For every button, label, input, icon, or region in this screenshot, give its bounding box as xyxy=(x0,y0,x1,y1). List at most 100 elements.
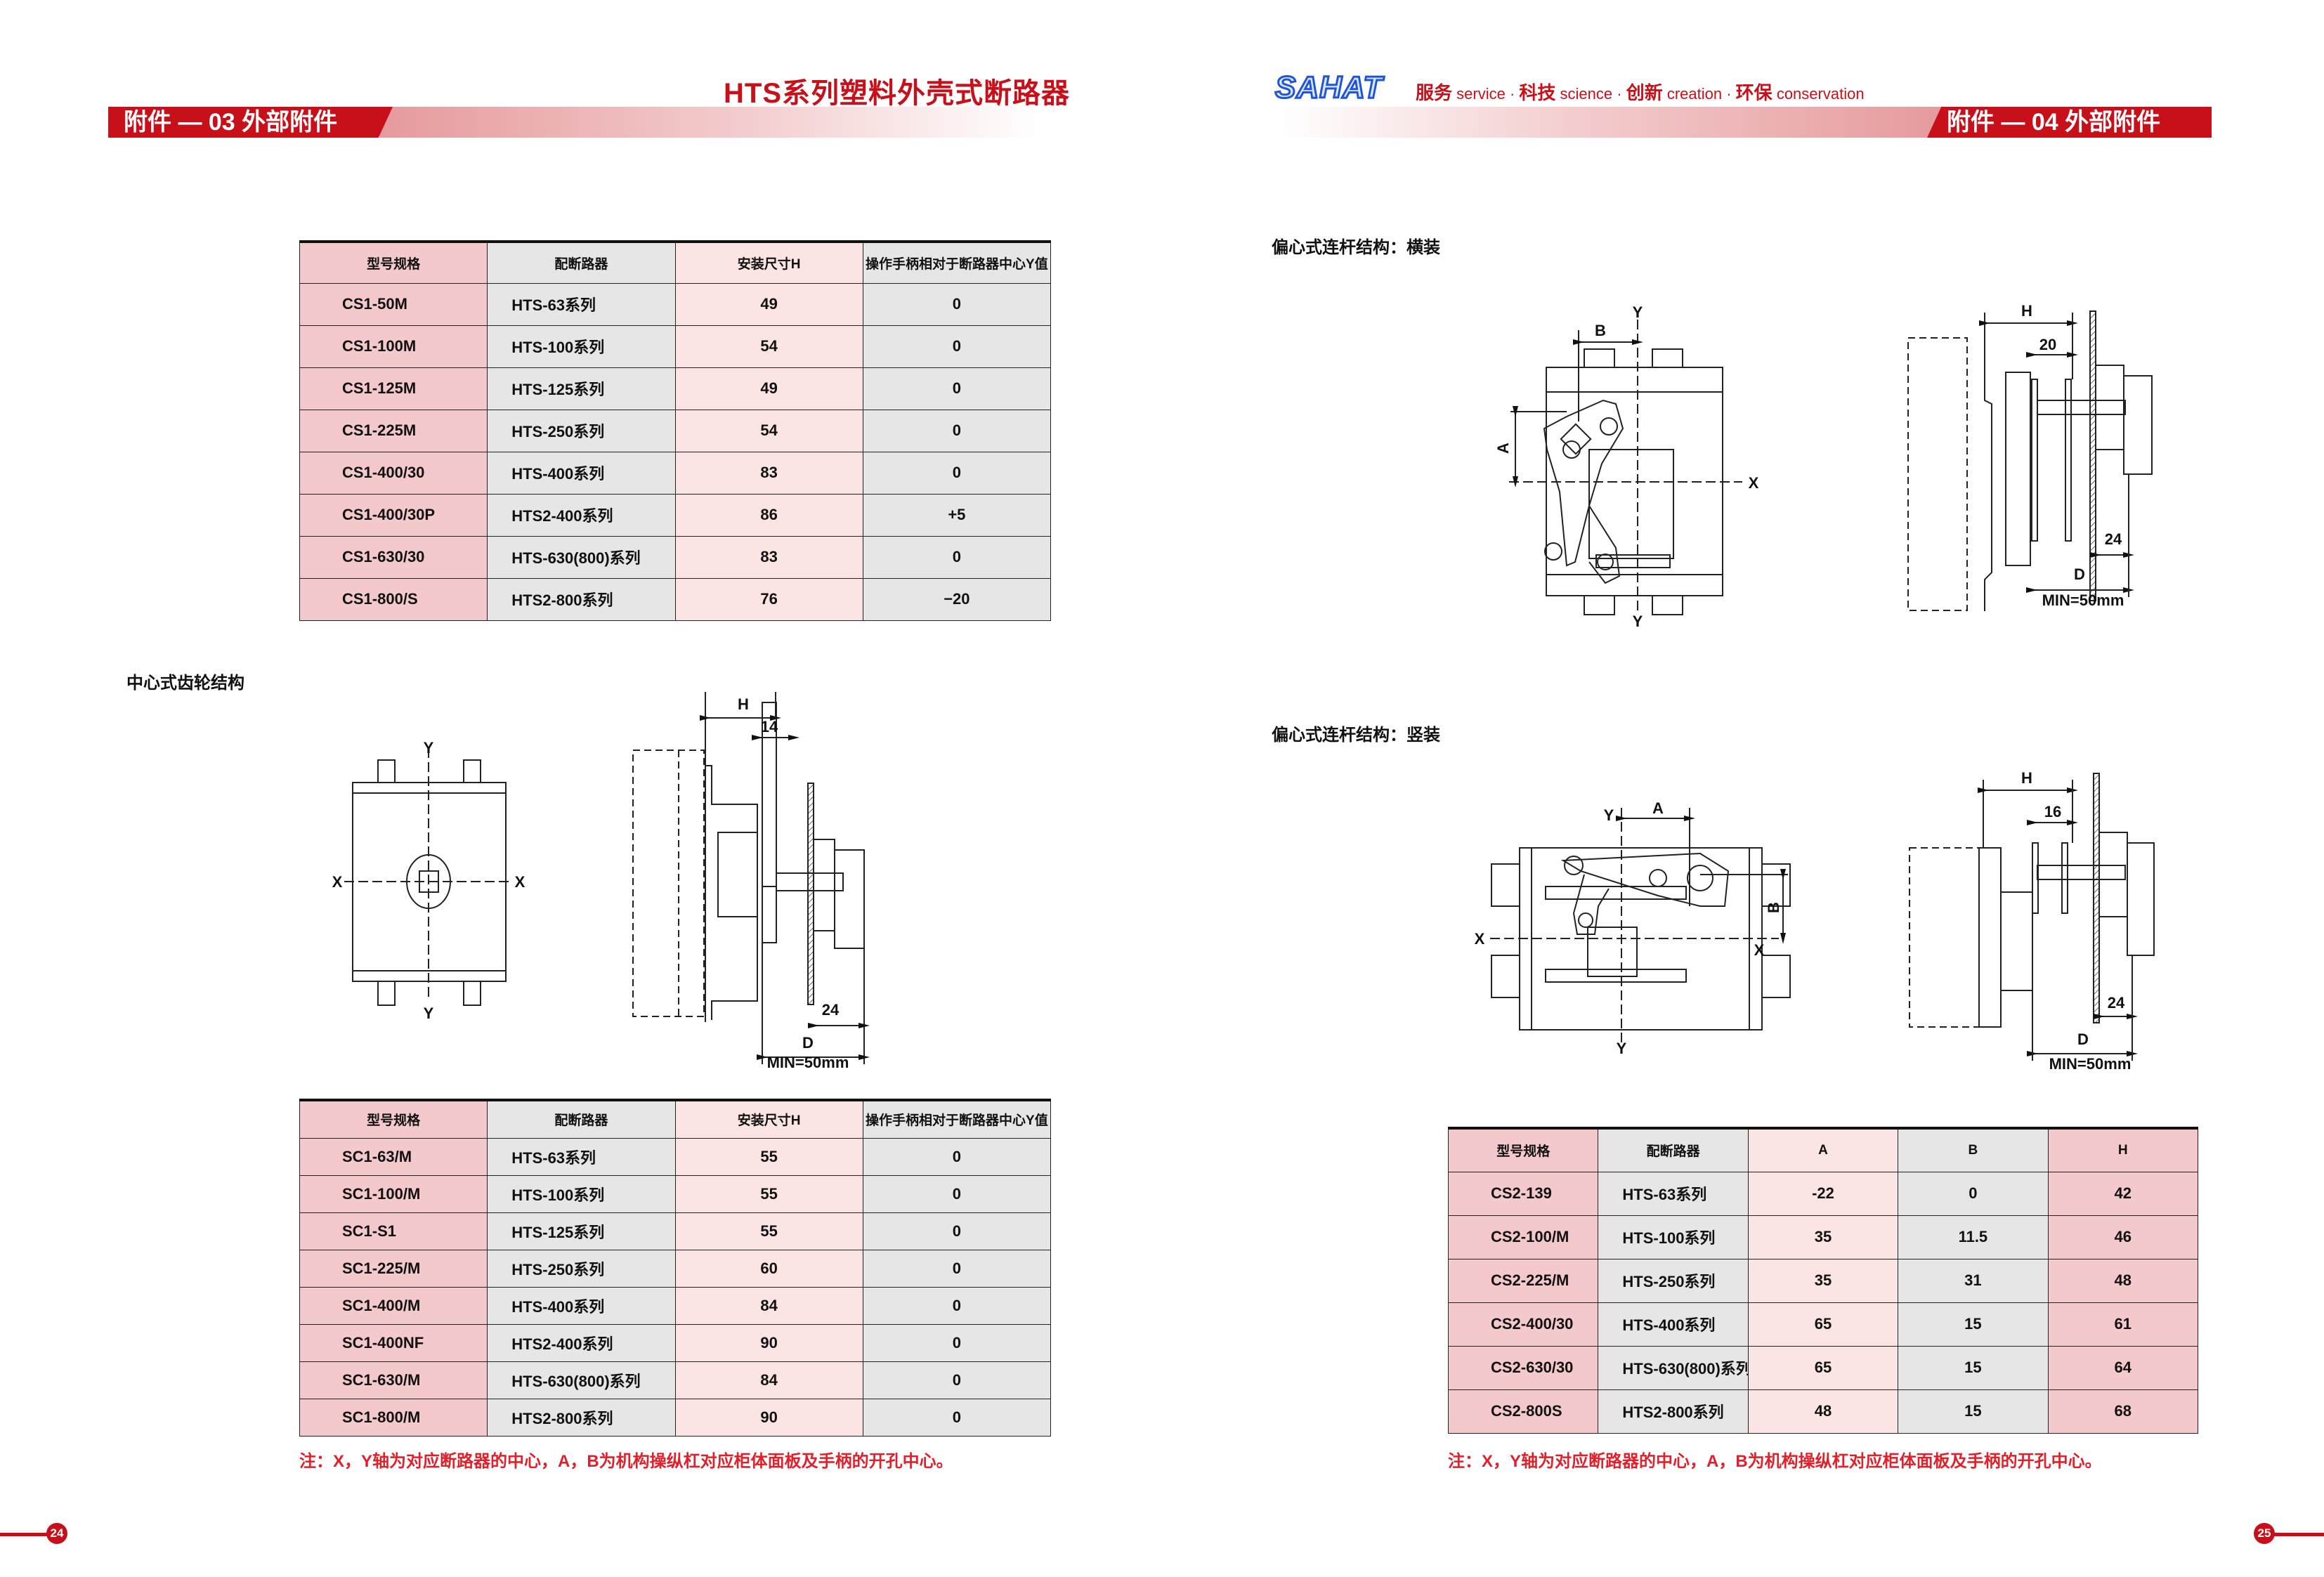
table-row: SC1-S1 HTS-125系列 55 0 xyxy=(299,1212,1052,1250)
axis-label-y: Y xyxy=(424,1005,434,1022)
table-cell: SC1-400/M xyxy=(299,1286,488,1325)
table-cell: CS2-225/M xyxy=(1447,1258,1599,1303)
table-cell: SC1-800/M xyxy=(299,1398,488,1437)
table-cell: 46 xyxy=(2047,1215,2199,1259)
table-cell: 55 xyxy=(674,1174,863,1213)
table-cell: 83 xyxy=(674,535,863,579)
table-cell: -22 xyxy=(1747,1171,1899,1216)
spec-table-cs2: 型号规格 配断路器 A B H CS2-139 HTS-63系列 -22 0 42 CS2-100/… xyxy=(1447,1127,2199,1434)
table-cell: HTS-125系列 xyxy=(487,367,676,410)
table-cell: 65 xyxy=(1747,1302,1899,1347)
column-header: 型号规格 xyxy=(1447,1127,1599,1172)
page-number: 25 xyxy=(2254,1523,2275,1544)
table-row: CS1-50M HTS-63系列 49 0 xyxy=(299,282,1052,326)
table-cell: 61 xyxy=(2047,1302,2199,1347)
table-cell: 0 xyxy=(862,451,1052,495)
section-tag-right: 附件 — 04 外部附件 xyxy=(1927,107,2212,138)
axis-label-y: Y xyxy=(1633,303,1643,321)
table-cell: 84 xyxy=(674,1361,863,1399)
dim-label-a: A xyxy=(1652,799,1664,817)
slogan-cn: 环保 xyxy=(1735,82,1773,103)
table-cell: HTS-125系列 xyxy=(487,1212,676,1250)
table-cell: SC1-100/M xyxy=(299,1174,488,1213)
table-cell: CS2-800S xyxy=(1447,1389,1599,1434)
table-cell: HTS-63系列 xyxy=(487,1137,676,1176)
dim-label-h: H xyxy=(738,695,749,713)
table-row: CS2-100/M HTS-100系列 35 11.5 46 xyxy=(1447,1215,2199,1259)
table-cell: CS1-630/30 xyxy=(299,535,488,579)
table-cell: −20 xyxy=(862,577,1052,621)
page-number-rule xyxy=(0,1533,51,1536)
table-cell: 0 xyxy=(862,1174,1052,1213)
table-row: SC1-630/M HTS-630(800)系列 84 0 xyxy=(299,1361,1052,1399)
table-row: CS2-800S HTS2-800系列 48 15 68 xyxy=(1447,1389,2199,1434)
dim-label-b: B xyxy=(1765,902,1782,913)
spec-table-cs1: 型号规格 配断路器 安装尺寸H 操作手柄相对于断路器中心Y值 CS1-50M HTS-63… xyxy=(299,240,1052,621)
table-cell: HTS-250系列 xyxy=(487,1249,676,1288)
table-row: SC1-800/M HTS2-800系列 90 0 xyxy=(299,1398,1052,1437)
table-cell: HTS2-800系列 xyxy=(1598,1389,1749,1434)
section-tag-left: 附件 — 03 外部附件 xyxy=(108,107,393,138)
axis-label-x: X xyxy=(515,873,525,891)
table-cell: 15 xyxy=(1898,1345,2049,1390)
table-cell: CS1-800/S xyxy=(299,577,488,621)
dim-label-24: 24 xyxy=(822,1001,840,1019)
footnote: 注：X，Y轴为对应断路器的中心，A，B为机构操纵杠对应柜体面板及手柄的开孔中心。 xyxy=(1448,1452,2102,1471)
table-row: SC1-400NF HTS2-400系列 90 0 xyxy=(299,1323,1052,1362)
axis-label-x: X xyxy=(1475,930,1485,948)
table-cell: 31 xyxy=(1898,1258,2049,1303)
dim-label-b: B xyxy=(1595,322,1606,339)
table-cell: SC1-S1 xyxy=(299,1212,488,1250)
axis-label-y: Y xyxy=(1633,613,1643,630)
table-cell: HTS-400系列 xyxy=(487,451,676,495)
table-cell: 76 xyxy=(674,577,863,621)
table-cell: 0 xyxy=(862,535,1052,579)
table-row: CS1-800/S HTS2-800系列 76 −20 xyxy=(299,577,1052,621)
table-cell: HTS2-400系列 xyxy=(487,1323,676,1362)
column-header: 操作手柄相对于断路器中心Y值 xyxy=(862,240,1052,284)
axis-label-x: X xyxy=(1749,474,1759,492)
column-header: H xyxy=(2047,1127,2199,1172)
slogan-en: creation xyxy=(1666,85,1723,103)
slogan-en: conservation xyxy=(1776,85,1865,103)
table-cell: CS1-100M xyxy=(299,325,488,368)
table-cell: CS1-50M xyxy=(299,282,488,326)
table-cell: HTS-630(800)系列 xyxy=(1598,1345,1749,1390)
table-cell: SC1-400NF xyxy=(299,1323,488,1362)
table-row: CS2-400/30 HTS-400系列 65 15 61 xyxy=(1447,1302,2199,1347)
table-cell: CS2-139 xyxy=(1447,1171,1599,1216)
section-tag-label: 附件 — 04 外部附件 xyxy=(1947,109,2161,136)
table-cell: HTS-63系列 xyxy=(487,282,676,326)
gear-side-view xyxy=(632,692,870,1064)
table-cell: SC1-63/M xyxy=(299,1137,488,1176)
table-cell: 15 xyxy=(1898,1302,2049,1347)
table-cell: 0 xyxy=(862,1137,1052,1176)
brand-logo: SAHAT xyxy=(1274,70,1383,106)
table-cell: 48 xyxy=(1747,1389,1899,1434)
table-cell: 60 xyxy=(674,1249,863,1288)
table-row: SC1-225/M HTS-250系列 60 0 xyxy=(299,1249,1052,1288)
table-cell: 0 xyxy=(862,1323,1052,1362)
table-cell: 0 xyxy=(862,1361,1052,1399)
table-cell: HTS-250系列 xyxy=(487,409,676,452)
table-cell: HTS2-400系列 xyxy=(487,493,676,537)
table-cell: HTS-63系列 xyxy=(1598,1171,1749,1216)
document-title: HTS系列塑料外壳式断路器 xyxy=(724,78,1070,109)
table-cell: 49 xyxy=(674,367,863,410)
table-cell: CS1-225M xyxy=(299,409,488,452)
table-cell: CS1-400/30P xyxy=(299,493,488,537)
table-row: CS2-139 HTS-63系列 -22 0 42 xyxy=(1447,1171,2199,1216)
slogan-en: service xyxy=(1456,85,1506,103)
table-cell: 86 xyxy=(674,493,863,537)
dim-label-min: MIN=50mm xyxy=(2049,1055,2132,1073)
table-cell: 68 xyxy=(2047,1389,2199,1434)
table-cell: CS1-125M xyxy=(299,367,488,410)
slogan-cn: 科技 xyxy=(1519,82,1556,103)
dim-label-24: 24 xyxy=(2105,530,2122,548)
slogan-cn: 服务 xyxy=(1416,82,1453,103)
section-label-vertical: 偏心式连杆结构：竖装 xyxy=(1272,726,1440,745)
table-row: CS1-100M HTS-100系列 54 0 xyxy=(299,325,1052,368)
column-header: 配断路器 xyxy=(487,240,676,284)
table-cell: 0 xyxy=(1898,1171,2049,1216)
